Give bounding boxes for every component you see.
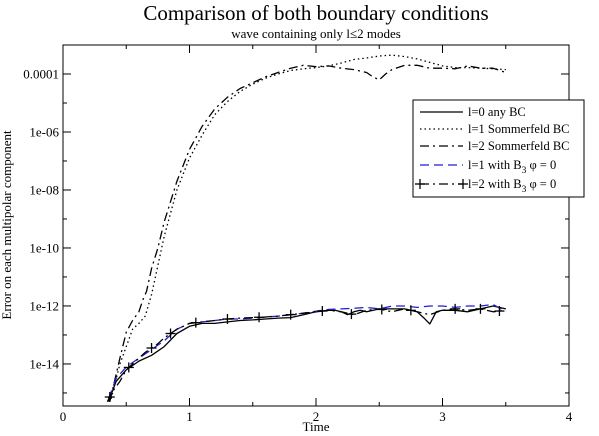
series-layer: [104, 54, 507, 403]
legend-label-subscript: 3: [522, 166, 527, 176]
x-tick-label: 1: [186, 409, 193, 424]
series-line-l1-b3phi-zero: [107, 303, 507, 400]
series-line-l0-any-bc: [107, 305, 506, 402]
legend-box: [412, 99, 585, 198]
series-point-l2-b3phi-zero: [450, 303, 461, 314]
x-tick-label: 4: [566, 409, 573, 424]
x-tick-label: 3: [439, 409, 446, 424]
series-line-l2-b3phi-zero: [106, 308, 506, 403]
y-tick-label: 1e-08: [29, 182, 59, 197]
series-point-l2-b3phi-zero: [165, 328, 176, 339]
legend-label-l1-b3phi-zero: l=1 with B3 φ = 0: [468, 158, 556, 176]
y-tick-label: 1e-12: [29, 298, 59, 313]
y-tick-label: 1e-06: [29, 124, 59, 139]
x-axis: 0 1 2 3 4: [60, 45, 573, 424]
series-point-l2-b3phi-zero: [104, 392, 115, 403]
y-tick-label: 1e-10: [29, 240, 59, 255]
legend: l=0 any BC l=1 Sommerfeld BC l=2 Sommerfel…: [412, 99, 585, 198]
chart-subtitle: wave containing only l≤2 modes: [231, 26, 401, 41]
legend-label-l0-any-bc: l=0 any BC: [468, 105, 526, 119]
y-axis: 0.0001 1e-06 1e-08 1e-10 1e-12 1e-14: [23, 44, 569, 394]
legend-label-part: φ = 0: [526, 158, 556, 172]
x-tick-label: 2: [313, 409, 320, 424]
y-tick-label: 0.0001: [23, 66, 59, 81]
series-point-l2-b3phi-zero: [494, 306, 505, 317]
series-point-l2-b3phi-zero: [254, 312, 265, 323]
series-point-l2-b3phi-zero: [346, 309, 357, 320]
legend-label-l2-sommerfeld-bc: l=2 Sommerfeld BC: [468, 139, 570, 153]
series-point-l2-b3phi-zero: [190, 317, 201, 328]
legend-label-l2-b3phi-zero: l=2 with B3 φ = 0: [468, 177, 556, 195]
series-point-l2-b3phi-zero: [146, 343, 157, 354]
series-line-l2-sommerfeld-bc: [109, 64, 507, 402]
y-axis-label: Error on each multipolar component: [0, 130, 14, 320]
series-point-l2-b3phi-zero: [222, 314, 233, 325]
legend-label-l1-sommerfeld-bc: l=1 Sommerfeld BC: [468, 122, 570, 136]
series-line-l1-sommerfeld-bc: [110, 54, 506, 399]
series-point-l2-b3phi-zero: [317, 306, 328, 317]
series-point-l2-b3phi-zero: [285, 309, 296, 320]
series-point-l2-b3phi-zero: [123, 362, 134, 373]
legend-label-part: l=1 with B: [468, 158, 522, 172]
chart-title: Comparison of both boundary conditions: [143, 1, 488, 25]
plot-area-frame: [62, 44, 570, 407]
series-point-l2-b3phi-zero: [405, 305, 416, 316]
y-tick-label: 1e-14: [29, 356, 59, 371]
legend-label-subscript: 3: [522, 185, 527, 195]
series-point-l2-b3phi-zero: [475, 303, 486, 314]
legend-label-part: φ = 0: [526, 177, 556, 191]
x-axis-label: Time: [303, 419, 330, 434]
x-tick-label: 0: [60, 409, 67, 424]
series-point-l2-b3phi-zero: [376, 304, 387, 315]
legend-label-part: l=2 with B: [468, 177, 522, 191]
